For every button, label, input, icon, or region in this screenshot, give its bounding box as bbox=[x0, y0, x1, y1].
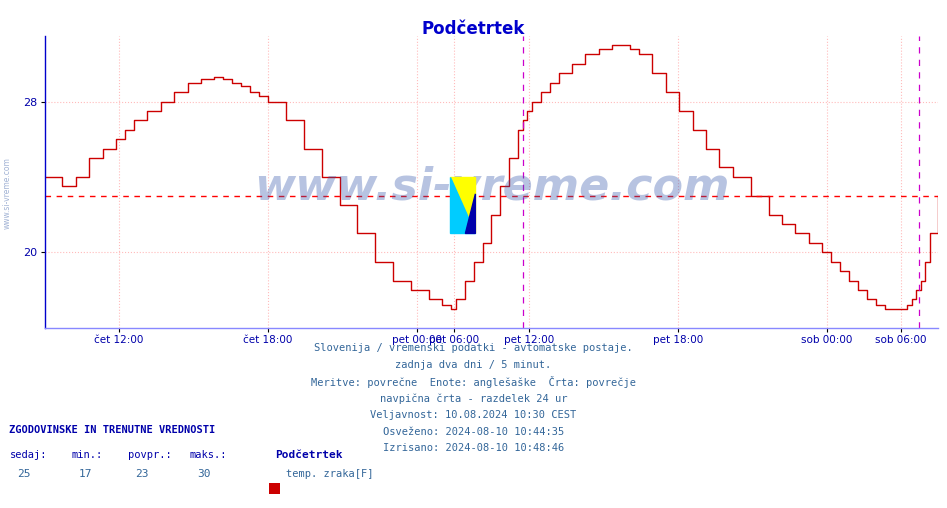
Polygon shape bbox=[465, 194, 475, 234]
Text: Slovenija / vremenski podatki - avtomatske postaje.: Slovenija / vremenski podatki - avtomats… bbox=[314, 343, 633, 353]
Text: min.:: min.: bbox=[71, 450, 102, 460]
Text: povpr.:: povpr.: bbox=[128, 450, 171, 460]
Text: Izrisano: 2024-08-10 10:48:46: Izrisano: 2024-08-10 10:48:46 bbox=[383, 443, 564, 454]
Text: 25: 25 bbox=[17, 469, 30, 479]
Polygon shape bbox=[451, 177, 475, 234]
Text: Meritve: povrečne  Enote: anglešaške  Črta: povrečje: Meritve: povrečne Enote: anglešaške Črta… bbox=[311, 376, 636, 389]
Text: zadnja dva dni / 5 minut.: zadnja dva dni / 5 minut. bbox=[396, 360, 551, 370]
Polygon shape bbox=[451, 177, 475, 234]
Text: ZGODOVINSKE IN TRENUTNE VREDNOSTI: ZGODOVINSKE IN TRENUTNE VREDNOSTI bbox=[9, 425, 216, 435]
Text: navpična črta - razdelek 24 ur: navpična črta - razdelek 24 ur bbox=[380, 393, 567, 404]
Text: Podčetrtek: Podčetrtek bbox=[275, 450, 342, 460]
Text: 17: 17 bbox=[79, 469, 92, 479]
Text: 30: 30 bbox=[197, 469, 210, 479]
Text: maks.:: maks.: bbox=[189, 450, 227, 460]
Text: www.si-vreme.com: www.si-vreme.com bbox=[3, 157, 12, 229]
Text: temp. zraka[F]: temp. zraka[F] bbox=[286, 469, 373, 479]
Text: Osveženo: 2024-08-10 10:44:35: Osveženo: 2024-08-10 10:44:35 bbox=[383, 427, 564, 437]
Text: sedaj:: sedaj: bbox=[9, 450, 47, 460]
Text: www.si-vreme.com: www.si-vreme.com bbox=[254, 166, 729, 209]
Text: Veljavnost: 10.08.2024 10:30 CEST: Veljavnost: 10.08.2024 10:30 CEST bbox=[370, 410, 577, 420]
Text: 23: 23 bbox=[135, 469, 149, 479]
Text: Podčetrtek: Podčetrtek bbox=[421, 20, 526, 38]
